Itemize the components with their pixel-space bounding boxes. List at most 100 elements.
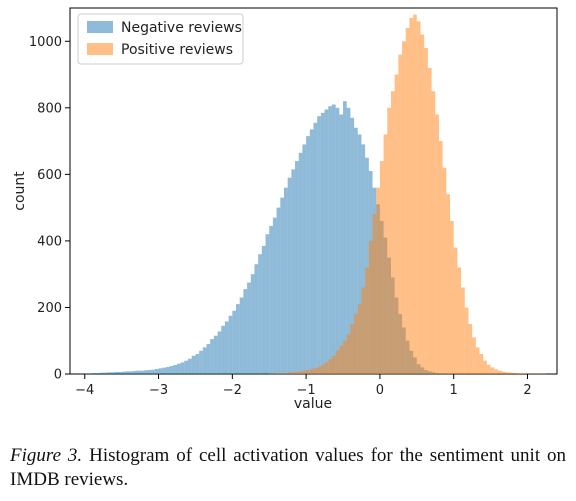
negative-reviews-bar (247, 282, 251, 374)
positive-reviews-bar (497, 370, 502, 374)
positive-reviews-bar (420, 34, 425, 374)
positive-reviews-bar (520, 373, 524, 374)
x-tick-label: −1 (297, 383, 316, 398)
positive-reviews-bar (402, 41, 406, 374)
positive-reviews-bar (343, 340, 347, 374)
positive-reviews-bar (483, 360, 487, 374)
negative-reviews-bar (276, 207, 281, 374)
positive-reviews-bar (512, 373, 517, 374)
positive-reviews-bar (295, 372, 299, 374)
positive-reviews-bar (283, 373, 288, 374)
negative-reviews-bar (343, 101, 347, 374)
x-tick-label: −2 (223, 383, 242, 398)
legend-label-negative: Negative reviews (121, 20, 242, 36)
negative-reviews-bar (335, 107, 340, 375)
positive-reviews-bar (387, 107, 391, 375)
negative-reviews-bar (206, 344, 211, 374)
positive-reviews-bar (501, 371, 506, 374)
positive-reviews-bar (280, 373, 284, 374)
negative-reviews-bar (283, 187, 288, 374)
negative-reviews-bar (250, 274, 255, 374)
negative-reviews-bar (269, 225, 273, 374)
x-axis-ticks: −4 −3 −2 −1 0 1 2 (75, 374, 532, 398)
positive-reviews-bar (383, 134, 388, 374)
positive-reviews-bar (457, 267, 462, 374)
positive-reviews-bar (335, 350, 340, 374)
negative-reviews-bar (291, 169, 296, 374)
negative-reviews-bar (317, 116, 321, 375)
positive-reviews-bar (509, 372, 513, 374)
positive-reviews-bar (350, 324, 355, 374)
y-axis-ticks: 0 200 400 600 800 1000 (29, 35, 70, 383)
positive-reviews-bar (453, 247, 458, 374)
negative-reviews-bar (202, 347, 207, 374)
y-axis-label: count (12, 171, 28, 211)
positive-reviews-bar (317, 366, 321, 374)
y-tick-label: 200 (37, 301, 62, 316)
negative-reviews-bar (361, 144, 366, 374)
negative-reviews-bar (121, 371, 126, 374)
negative-reviews-bar (365, 157, 369, 374)
negative-reviews-bar (106, 372, 111, 374)
negative-reviews-bar (328, 106, 332, 375)
negative-reviews-bar (320, 112, 325, 375)
caption-text: Histogram of cell activation values for … (10, 445, 567, 490)
x-tick-label: 1 (450, 383, 458, 398)
negative-reviews-bar (224, 321, 229, 374)
negative-reviews-bar (136, 370, 141, 374)
positive-reviews-bar (331, 355, 336, 374)
x-tick-label: 0 (376, 383, 384, 398)
positive-reviews-bar (461, 287, 465, 374)
positive-reviews-bar (354, 314, 358, 374)
positive-reviews-bar (479, 354, 484, 374)
negative-reviews-bar (243, 289, 248, 374)
negative-reviews-bar (110, 372, 115, 374)
positive-reviews-bar (346, 334, 351, 374)
positive-reviews-bar (475, 347, 480, 374)
positive-reviews-bar (291, 372, 296, 374)
x-tick-label: −3 (149, 383, 168, 398)
positive-reviews-bar (365, 267, 369, 374)
negative-reviews-bar (232, 310, 237, 374)
negative-reviews-bar (147, 370, 152, 374)
x-tick-label: −4 (75, 383, 94, 398)
positive-reviews-bar (438, 141, 443, 374)
negative-reviews-bar (195, 354, 200, 374)
positive-reviews-bar (372, 214, 377, 374)
negative-reviews-bar (346, 107, 351, 375)
negative-reviews-bar (129, 371, 133, 374)
x-axis-label: value (294, 396, 332, 412)
legend-label-positive: Positive reviews (121, 42, 233, 58)
positive-reviews-bar (276, 373, 281, 374)
negative-reviews-bar (132, 371, 137, 374)
negative-reviews-bar (188, 358, 192, 374)
negative-reviews-bar (254, 264, 259, 374)
negative-reviews-bar (169, 366, 174, 374)
legend-swatch-negative (87, 21, 113, 33)
negative-reviews-bar (95, 373, 100, 374)
negative-reviews-bar (298, 152, 303, 374)
negative-reviews-bar (258, 254, 262, 374)
positive-reviews-bar (446, 194, 451, 374)
negative-reviews-bar (154, 369, 159, 374)
positive-reviews-bar (398, 54, 403, 374)
x-tick-label: 2 (523, 383, 531, 398)
positive-reviews-bar (464, 307, 469, 374)
negative-reviews-bar (217, 331, 222, 374)
positive-reviews-bar (450, 220, 454, 374)
y-tick-label: 400 (37, 234, 62, 249)
negative-reviews-bar (184, 360, 189, 374)
positive-reviews-bar (328, 359, 332, 374)
positive-reviews-bar (468, 324, 473, 374)
positive-reviews-bar (427, 67, 432, 375)
positive-reviews-bar (505, 372, 510, 374)
positive-reviews-bar (390, 91, 395, 374)
negative-reviews-bar (236, 304, 240, 374)
negative-reviews-bar (213, 335, 218, 374)
negative-reviews-bar (350, 117, 355, 375)
negative-reviews-bar (313, 122, 318, 374)
histogram-chart: −4 −3 −2 −1 0 1 2 0 200 400 600 800 1000 value coun… (12, 7, 558, 412)
negative-reviews-bar (357, 134, 362, 374)
positive-reviews-bar (472, 337, 476, 374)
y-tick-label: 1000 (29, 35, 62, 50)
